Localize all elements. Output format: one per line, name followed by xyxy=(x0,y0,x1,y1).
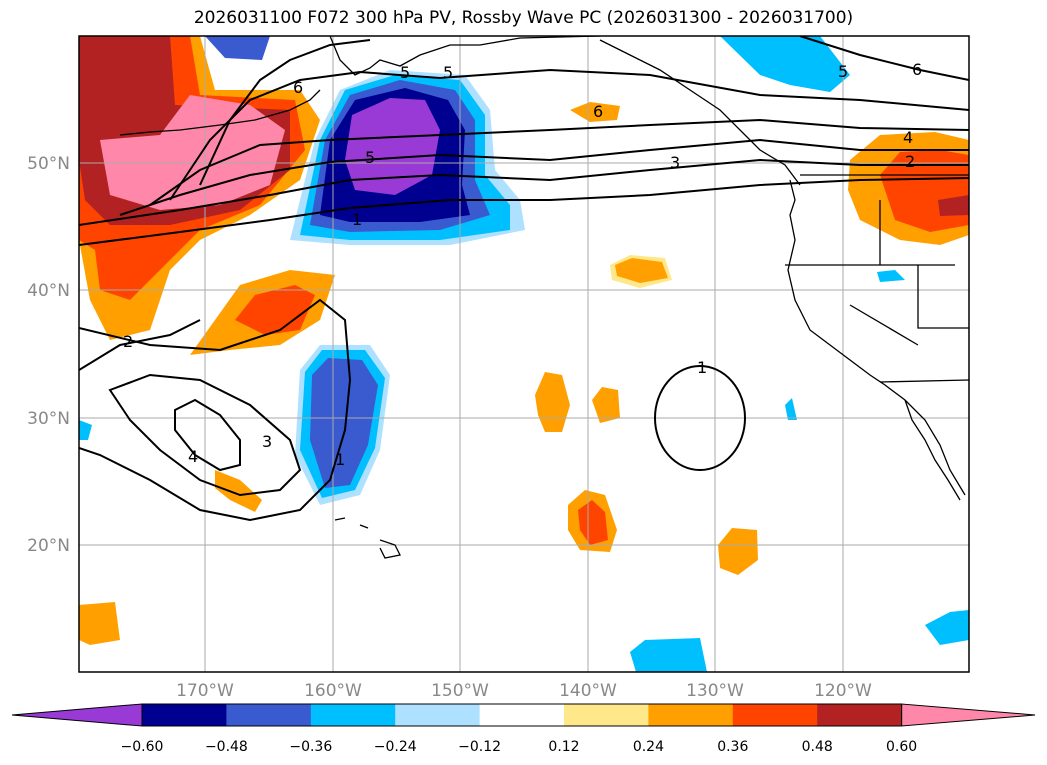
colorbar-segment xyxy=(142,704,227,726)
coastline-hawaii xyxy=(334,517,401,559)
anomaly-positive-b xyxy=(535,372,570,432)
contour-label: 4 xyxy=(903,128,913,147)
lat-label: 50°N xyxy=(27,154,70,174)
anomaly-positive-f xyxy=(215,470,262,512)
border-states xyxy=(785,200,969,346)
contour-label: 3 xyxy=(262,432,272,451)
lon-label: 170°W xyxy=(176,681,234,701)
colorbar-segment xyxy=(226,704,312,726)
anomaly-positive-a-core xyxy=(615,258,668,283)
colorbar: −0.60 −0.48 −0.36 −0.24 −0.12 0.12 0.24 0.36 0.4… xyxy=(11,703,1036,755)
contour-line-4-south xyxy=(174,398,241,472)
lat-label: 20°N xyxy=(27,536,70,556)
anomaly-negative-hawaii-blue xyxy=(310,358,378,488)
lon-label: 120°W xyxy=(814,681,872,701)
contour-label: 2 xyxy=(123,332,133,351)
contour-line-6-ne xyxy=(799,36,969,81)
lon-label: 160°W xyxy=(304,681,362,701)
contour-line-1-sw xyxy=(79,319,201,371)
pv-contours xyxy=(79,36,969,522)
colorbar-segment xyxy=(648,704,734,726)
colorbar-tick-label: 0.24 xyxy=(633,739,664,755)
contour-label: 6 xyxy=(593,102,603,121)
anomaly-strong-midlat xyxy=(235,285,315,335)
lon-label: 130°W xyxy=(686,681,744,701)
anomaly-negative-small-b xyxy=(785,398,797,420)
contour-label: 1 xyxy=(335,450,345,469)
colorbar-tick-label: −0.48 xyxy=(205,739,248,755)
contour-label: 5 xyxy=(400,63,410,82)
contour-label: 4 xyxy=(188,447,198,466)
coastline-alaska xyxy=(329,36,601,76)
colorbar-extend-min xyxy=(11,703,143,727)
contour-line-5-north xyxy=(169,68,969,201)
coastline-baja xyxy=(904,399,961,501)
anomaly-negative-top xyxy=(205,36,270,60)
contour-label: 3 xyxy=(670,153,680,172)
colorbar-tick-label: −0.24 xyxy=(374,739,417,755)
lon-labels: 170°W 160°W 150°W 140°W 130°W 120°W xyxy=(176,681,872,701)
anomaly-positive-c xyxy=(592,387,620,423)
anomaly-negative-small-d xyxy=(925,610,969,645)
map-frame xyxy=(78,35,970,673)
anomaly-positive-h xyxy=(570,102,620,122)
colorbar-tick-label: 0.12 xyxy=(548,739,579,755)
anomaly-negative-north-purple xyxy=(345,98,440,195)
contour-labels: 6 5 5 6 5 6 4 3 2 5 1 2 3 4 1 1 xyxy=(123,60,922,469)
border-us-mexico xyxy=(879,379,969,383)
colorbar-tick-label: −0.60 xyxy=(121,739,164,755)
anomaly-positive-d-core xyxy=(578,500,608,545)
contour-label: 6 xyxy=(912,60,922,79)
contour-line-6-north xyxy=(199,39,371,186)
anomaly-negative-ne-top xyxy=(720,36,850,92)
anomaly-negative-small-e xyxy=(79,420,92,440)
contour-line-4-north xyxy=(149,118,969,206)
contour-line-1-east xyxy=(654,365,746,471)
contour-line-2-south xyxy=(79,298,352,522)
contour-line-3-north xyxy=(119,138,969,216)
colorbar-segment xyxy=(732,704,818,726)
lat-label: 40°N xyxy=(27,281,70,301)
lat-label: 30°N xyxy=(27,409,70,429)
lat-labels: 50°N 40°N 30°N 20°N xyxy=(27,154,70,556)
anomaly-darkred-ne xyxy=(938,195,969,216)
coastline-west-coast xyxy=(787,179,966,496)
lon-label: 150°W xyxy=(431,681,489,701)
contour-label: 1 xyxy=(352,210,362,229)
contour-label: 5 xyxy=(838,62,848,81)
contour-label: 2 xyxy=(905,152,915,171)
colorbar-tick-label: −0.12 xyxy=(458,739,501,755)
anomaly-negative-small-c xyxy=(630,638,707,672)
colorbar-segment xyxy=(564,704,649,726)
colorbar-outline xyxy=(141,703,903,727)
anomaly-negative-small-a xyxy=(877,270,905,282)
colorbar-segment xyxy=(395,704,481,726)
anomaly-positive-g xyxy=(79,602,120,645)
colorbar-tick-label: 0.60 xyxy=(886,739,917,755)
contour-label: 6 xyxy=(293,78,303,97)
contour-label: 1 xyxy=(697,358,707,377)
contour-label: 5 xyxy=(365,148,375,167)
colorbar-segment xyxy=(817,704,903,726)
contour-line-1-north xyxy=(79,177,969,246)
contour-line-3-south xyxy=(108,373,302,497)
anomaly-positive-e xyxy=(718,528,758,575)
contour-line-2-north xyxy=(79,158,969,226)
lon-label: 140°W xyxy=(559,681,617,701)
colorbar-segment xyxy=(310,704,396,726)
figure-title: 2026031100 F072 300 hPa PV, Rossby Wave … xyxy=(193,8,854,28)
colorbar-tick-label: 0.36 xyxy=(717,739,748,755)
coastlines xyxy=(119,36,969,559)
colorbar-segment xyxy=(479,704,565,726)
contour-label: 5 xyxy=(443,63,453,82)
coastline-aleutians xyxy=(119,89,321,136)
gridlines xyxy=(79,36,969,672)
colorbar-extend-max xyxy=(901,703,1036,727)
colorbar-tick-label: −0.36 xyxy=(289,739,332,755)
anomaly-pink-nw xyxy=(100,95,285,210)
colorbar-tick-label: 0.48 xyxy=(802,739,833,755)
